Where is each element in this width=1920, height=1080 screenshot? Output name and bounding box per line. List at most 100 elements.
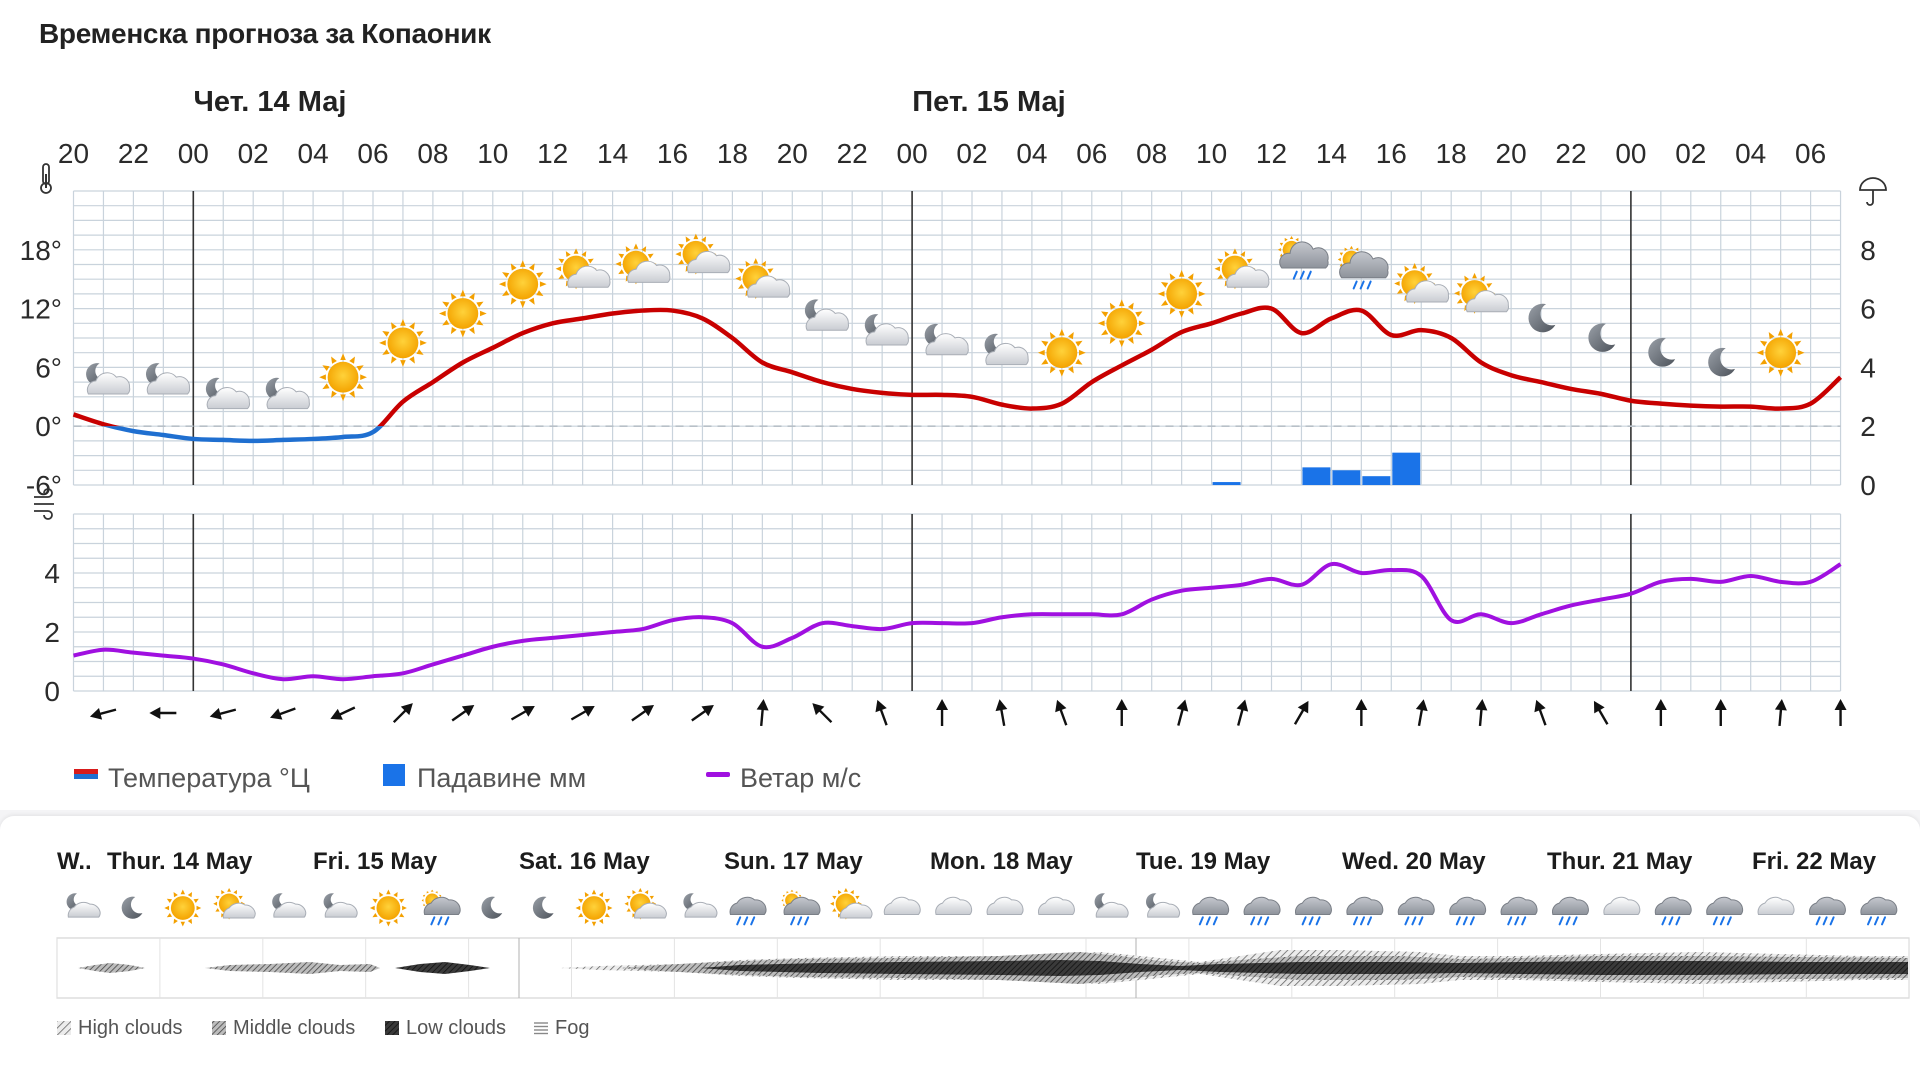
sun-ray [442, 319, 450, 326]
cloud-shape [783, 896, 821, 915]
rain-drop [750, 916, 756, 926]
sun-disc [507, 268, 539, 300]
wind-arrow-head [995, 699, 1008, 712]
hour-label: 02 [1675, 138, 1706, 169]
sun-ray [1412, 263, 1418, 269]
sun-disc [376, 896, 401, 920]
wind-arrow-head [1834, 699, 1847, 710]
cloud-shape [146, 372, 191, 395]
rain-drop [1198, 916, 1204, 926]
forecast-day-label: W.. [57, 848, 92, 875]
precip-tick-label: 2 [1860, 411, 1876, 442]
sun-ray [369, 905, 375, 911]
wind-arrow [1415, 699, 1428, 727]
wind-arrow [936, 699, 949, 726]
sun-ray [450, 326, 457, 335]
cloud-shape [746, 275, 791, 298]
sun-ray [707, 243, 714, 249]
sun-disc [387, 327, 419, 359]
sun-ray [1426, 273, 1433, 279]
day-header: Чет. 14 Мај [194, 86, 347, 118]
rain-drop [1308, 916, 1314, 926]
rain-cloud-icon [1192, 896, 1230, 926]
sun-ray [1404, 265, 1410, 272]
rain-drop [1212, 916, 1218, 926]
moon-cloud-icon [804, 299, 849, 331]
wind-arrow [392, 703, 413, 724]
hour-label: 10 [1196, 138, 1227, 169]
moon-shape [1528, 303, 1556, 333]
sun-ray [555, 266, 562, 272]
sun-ray [423, 903, 426, 906]
sun-ray [578, 898, 584, 904]
sun-ray [1295, 237, 1299, 242]
sun-ray [1135, 311, 1143, 318]
sun-ray [502, 272, 510, 278]
sun-ray [1396, 273, 1403, 279]
sun-ray [649, 895, 654, 900]
sun-ray [1456, 283, 1463, 288]
rain-cloud-icon [1397, 896, 1435, 926]
middle-clouds-icon [212, 1021, 226, 1035]
sun-ray [400, 319, 406, 326]
sun-ray [409, 356, 415, 364]
moon-icon [1588, 323, 1616, 352]
sun-ray [173, 892, 178, 898]
hour-label: 16 [1376, 138, 1407, 169]
sun-ray [460, 330, 466, 338]
sun-ray [539, 281, 547, 287]
sun-ray [409, 322, 415, 330]
precipitation-series [1212, 452, 1421, 485]
sun-ray [1075, 358, 1083, 365]
precip-bar [1212, 482, 1241, 485]
temp-tick-label: 18° [20, 235, 62, 266]
sun-ray [1127, 336, 1134, 344]
sun-ray [1279, 242, 1284, 246]
hour-label: 08 [1136, 138, 1167, 169]
wind-arrow-head [875, 699, 887, 713]
sun-ray [391, 356, 397, 364]
sun-ray [1396, 288, 1403, 294]
wind-stroke [34, 488, 53, 498]
rain-drop [1366, 280, 1372, 290]
sun-ray [421, 898, 424, 902]
sun-ray [795, 891, 798, 894]
sun-ray [399, 898, 405, 904]
sun-ray [1049, 332, 1056, 340]
wind-arrow [451, 704, 475, 722]
sun-ray [498, 281, 506, 287]
sun-ray [379, 918, 384, 924]
cloud-icon [1603, 896, 1641, 915]
rain-cloud-icon [1294, 896, 1332, 926]
moon-cloud-icon [323, 893, 358, 918]
sun-ray [164, 905, 170, 911]
sun-ray [738, 284, 744, 289]
sun-ray [598, 918, 604, 924]
sun-cloud-icon [1454, 272, 1509, 314]
wind-arrow [1293, 700, 1309, 725]
sun-ray [843, 887, 848, 892]
sun-ray [604, 898, 610, 904]
precip-bar [1392, 452, 1421, 485]
wind-tick-label: 4 [44, 558, 60, 589]
rain-drop [1507, 916, 1513, 926]
sun-ray [782, 894, 786, 898]
rain-sun-icon [1277, 236, 1329, 280]
cloud-shape [1500, 896, 1538, 915]
moon-icon [1528, 303, 1556, 333]
hour-label: 12 [537, 138, 568, 169]
sun-ray [632, 890, 636, 895]
moon-cloud-icon [864, 314, 909, 346]
rain-cloud-icon [1706, 896, 1744, 926]
hour-label: 22 [118, 138, 149, 169]
rain-cloud-icon [1551, 896, 1589, 926]
rain-drop [1661, 916, 1667, 926]
wind-arrow [1475, 699, 1488, 727]
hour-label: 06 [1795, 138, 1826, 169]
sun-ray [356, 383, 364, 390]
sun-ray [644, 890, 649, 895]
wind-arrow-head [1176, 699, 1189, 712]
sun-ray [1068, 332, 1074, 340]
sun-ray [626, 908, 631, 912]
moon-cloud-icon [272, 893, 307, 918]
